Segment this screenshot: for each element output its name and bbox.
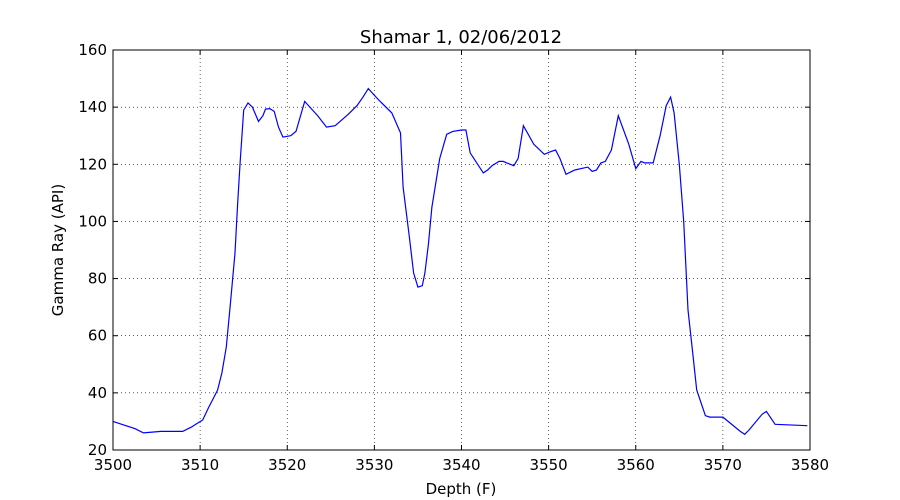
x-axis-title: Depth (F) [426, 480, 497, 498]
y-tick-label: 20 [88, 441, 107, 459]
x-tick-label: 3550 [530, 456, 568, 474]
y-tick-label: 100 [78, 212, 107, 230]
x-tick-label: 3530 [355, 456, 393, 474]
x-tick-label: 3570 [704, 456, 742, 474]
x-tick-label: 3580 [791, 456, 829, 474]
y-tick-label: 140 [78, 98, 107, 116]
x-tick-label: 3500 [94, 456, 132, 474]
y-tick-label: 160 [78, 41, 107, 59]
plot-frame [112, 49, 811, 451]
y-tick-label: 80 [88, 270, 107, 288]
y-tick-label: 120 [78, 155, 107, 173]
y-tick-label: 60 [88, 327, 107, 345]
grid-lines [113, 50, 810, 450]
x-tick-label: 3560 [617, 456, 655, 474]
x-axis: 3500 3510 3520 3530 3540 3550 3560 3570 3580 [94, 50, 829, 474]
x-tick-label: 3520 [268, 456, 306, 474]
x-tick-label: 3540 [442, 456, 480, 474]
y-axis-title: Gamma Ray (API) [49, 184, 67, 316]
y-tick-label: 40 [88, 384, 107, 402]
chart-title: Shamar 1, 02/06/2012 [360, 27, 562, 48]
x-tick-label: 3510 [181, 456, 219, 474]
y-axis: 20 40 60 80 100 120 140 160 [78, 41, 810, 459]
gamma-ray-series-line [112, 87, 808, 436]
